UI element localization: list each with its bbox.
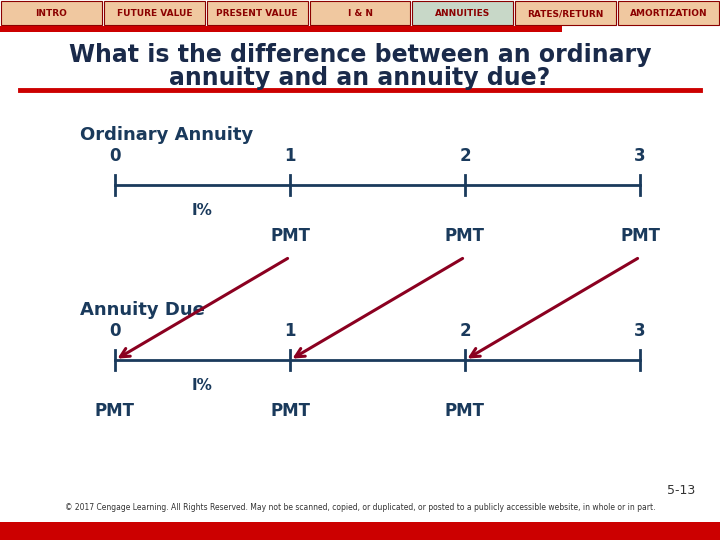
Text: 0: 0 bbox=[109, 147, 121, 165]
Text: 1: 1 bbox=[284, 147, 296, 165]
Bar bbox=[0, 26, 562, 32]
Text: PMT: PMT bbox=[620, 227, 660, 245]
Bar bbox=[310, 1, 410, 25]
Text: © 2017 Cengage Learning. All Rights Reserved. May not be scanned, copied, or dup: © 2017 Cengage Learning. All Rights Rese… bbox=[65, 503, 655, 512]
Text: annuity and an annuity due?: annuity and an annuity due? bbox=[169, 66, 551, 90]
Text: Ordinary Annuity: Ordinary Annuity bbox=[80, 126, 253, 144]
Bar bbox=[516, 1, 616, 25]
Bar bbox=[207, 1, 307, 25]
Text: 3: 3 bbox=[634, 322, 646, 340]
Text: 2: 2 bbox=[459, 147, 471, 165]
Text: PRESENT VALUE: PRESENT VALUE bbox=[217, 10, 298, 18]
Text: I%: I% bbox=[192, 203, 213, 218]
Bar bbox=[413, 1, 513, 25]
Text: AMORTIZATION: AMORTIZATION bbox=[630, 10, 707, 18]
Text: I%: I% bbox=[192, 378, 213, 393]
Text: I & N: I & N bbox=[348, 10, 372, 18]
Text: 0: 0 bbox=[109, 322, 121, 340]
Text: PMT: PMT bbox=[445, 402, 485, 420]
Text: INTRO: INTRO bbox=[35, 10, 68, 18]
Text: 3: 3 bbox=[634, 147, 646, 165]
Bar bbox=[104, 1, 204, 25]
Text: PMT: PMT bbox=[270, 402, 310, 420]
Text: 2: 2 bbox=[459, 322, 471, 340]
Text: Annuity Due: Annuity Due bbox=[80, 301, 205, 319]
Text: ANNUITIES: ANNUITIES bbox=[435, 10, 490, 18]
Bar bbox=[618, 1, 719, 25]
Text: What is the difference between an ordinary: What is the difference between an ordina… bbox=[68, 43, 652, 67]
Text: 1: 1 bbox=[284, 322, 296, 340]
Text: 5-13: 5-13 bbox=[667, 483, 695, 496]
Text: RATES/RETURN: RATES/RETURN bbox=[528, 10, 604, 18]
Text: FUTURE VALUE: FUTURE VALUE bbox=[117, 10, 192, 18]
Bar bbox=[1, 1, 102, 25]
Text: PMT: PMT bbox=[270, 227, 310, 245]
Bar bbox=[0, 522, 720, 540]
Text: PMT: PMT bbox=[95, 402, 135, 420]
Text: PMT: PMT bbox=[445, 227, 485, 245]
